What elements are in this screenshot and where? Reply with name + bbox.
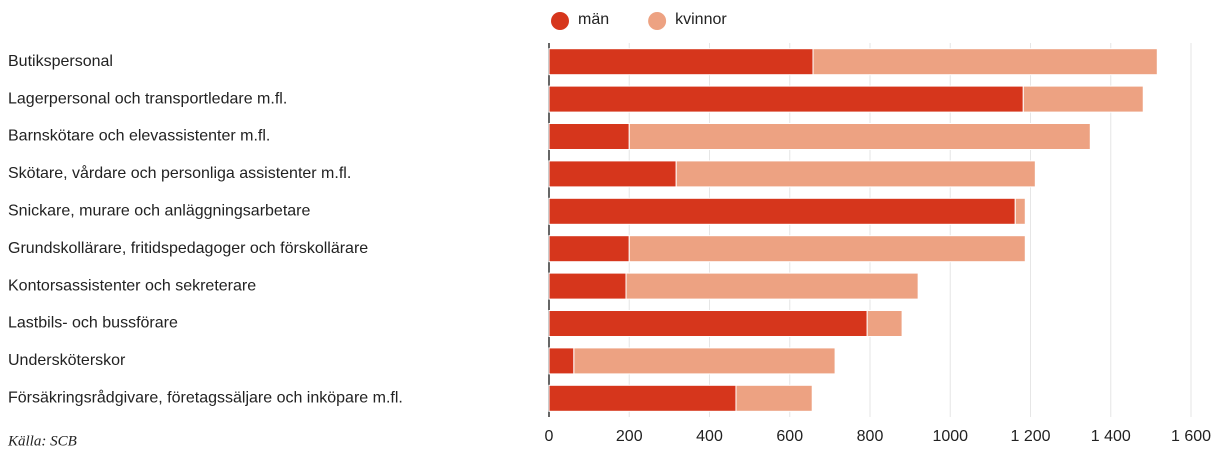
bar-segment (548, 123, 630, 150)
bar-segment (548, 160, 677, 188)
bar-segment (548, 347, 575, 375)
x-tick-label: 600 (776, 428, 803, 445)
bar-segment (628, 123, 1091, 150)
category-label: Lagerpersonal och transportledare m.fl. (8, 90, 287, 107)
bar-segment (1014, 197, 1026, 225)
bar-segment (548, 235, 630, 263)
bar-segment (812, 48, 1158, 76)
legend-swatch (648, 12, 667, 30)
source: Källa: SCB (7, 433, 77, 449)
x-tick-label: 400 (696, 428, 723, 445)
bar-segment (548, 48, 814, 76)
legend-swatch (551, 12, 569, 30)
bar-segment (548, 310, 868, 337)
x-tick-label: 200 (616, 428, 643, 445)
x-tick-label: 1 200 (1010, 428, 1050, 445)
x-tick-label: 1 400 (1091, 428, 1131, 445)
legend-label: kvinnor (675, 11, 727, 28)
bar-segment (573, 347, 836, 375)
bar-segment (628, 235, 1026, 263)
x-tick-label: 800 (857, 428, 884, 445)
bar-segment (548, 272, 627, 300)
category-label: Kontorsassistenter och sekreterare (8, 277, 256, 294)
category-label: Snickare, murare och anläggningsarbetare (8, 203, 311, 220)
legend-label: män (578, 11, 609, 28)
bar-segment (548, 85, 1024, 113)
x-tick-label: 1 600 (1171, 428, 1211, 445)
category-label: Butikspersonal (8, 53, 113, 70)
category-label: Skötare, vårdare och personliga assisten… (8, 164, 351, 182)
category-label: Försäkringsrådgivare, företagssäljare oc… (8, 389, 403, 407)
x-tick-label: 0 (545, 428, 554, 445)
bar-segment (675, 160, 1036, 188)
bar-segment (548, 384, 737, 412)
bar-segment (1022, 85, 1144, 113)
category-label: Grundskollärare, fritidspedagoger och fö… (8, 240, 368, 257)
category-label: Undersköterskor (8, 352, 126, 369)
bar-segment (866, 310, 903, 337)
bar-segment (548, 197, 1016, 225)
x-tick-label: 1000 (932, 428, 968, 445)
bar-segment (625, 272, 919, 300)
category-label: Lastbils- och bussförare (8, 315, 178, 332)
bar-segment (735, 384, 813, 412)
category-label: Barnskötare och elevassistenter m.fl. (8, 128, 270, 145)
